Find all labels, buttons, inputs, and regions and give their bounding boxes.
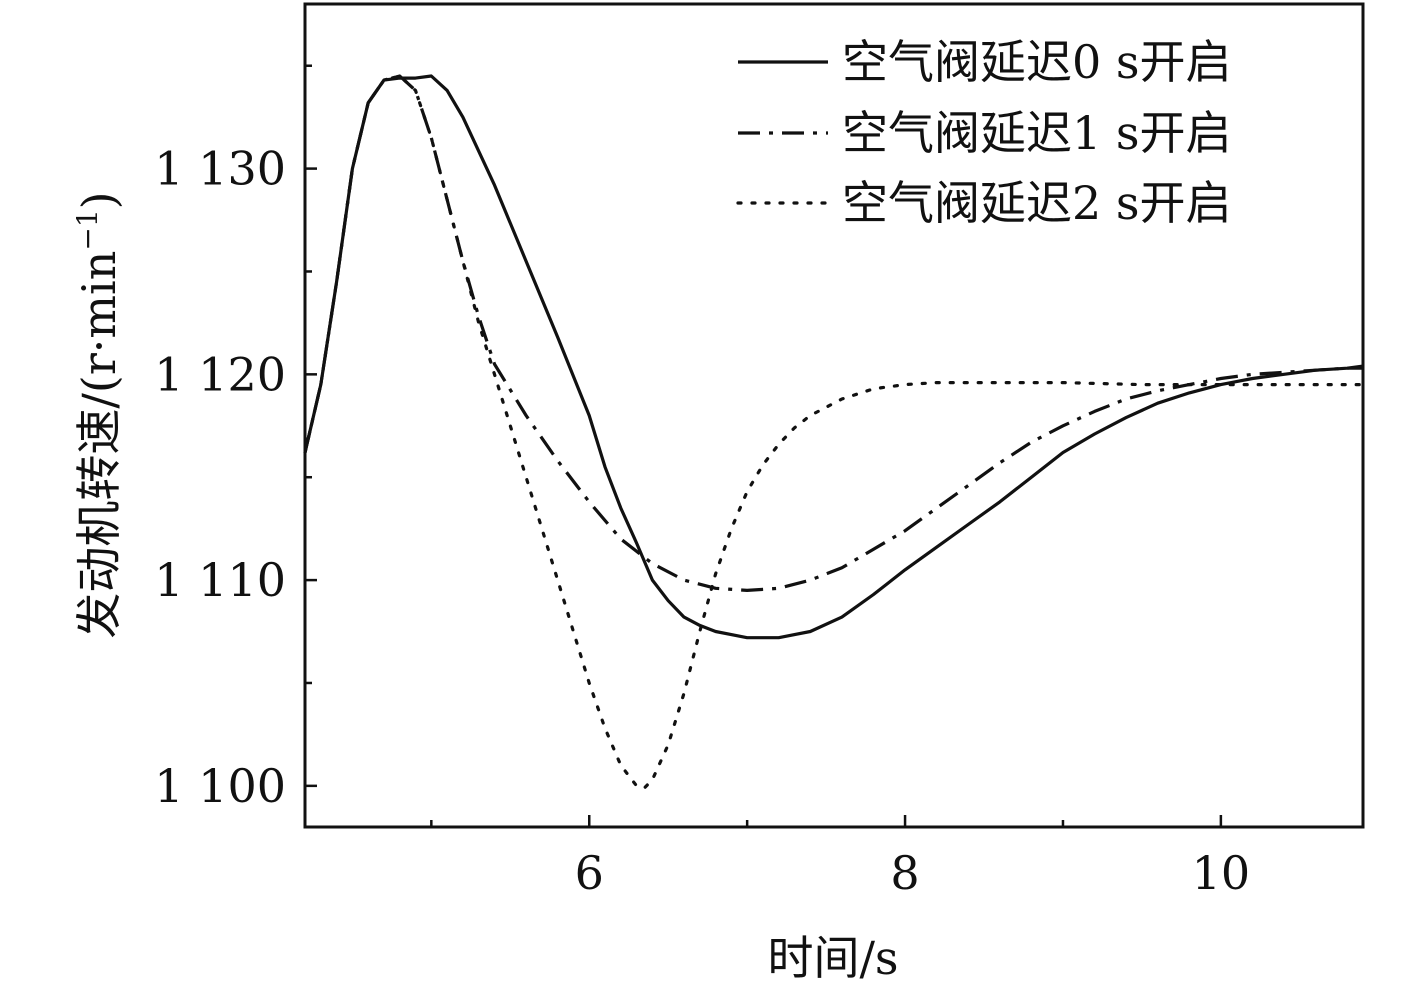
legend-label-0: 空气阀延迟0 s开启 [842,35,1232,89]
x-tick-label: 8 [890,846,919,900]
y-axis-title-superscript: −1 [71,209,104,250]
y-tick-label: 1 110 [154,553,286,607]
y-tick-label: 1 100 [154,759,286,813]
y-tick-label: 1 120 [154,347,286,401]
x-axis-title: 时间/s [767,931,898,985]
series-layer [303,74,1365,790]
series-line-0 [303,74,1364,640]
plot-frame [303,2,1365,829]
legend-label-2: 空气阀延迟2 s开启 [842,176,1232,230]
y-tick-label: 1 130 [154,142,286,196]
ticks-layer: 6 8 10 1 100 1 110 1 120 1 130 [154,64,1251,900]
legend-label-1: 空气阀延迟1 s开启 [842,106,1232,160]
x-tick-label: 6 [575,846,604,900]
y-axis-title: 发动机转速/(r·min−1) [71,191,126,638]
series-line-1 [303,74,1363,592]
series-line-2 [303,74,1365,790]
x-tick-label: 10 [1192,846,1251,900]
y-axis-title-close: ) [72,191,126,209]
y-axis-title-main: 发动机转速/(r·min [72,251,126,639]
